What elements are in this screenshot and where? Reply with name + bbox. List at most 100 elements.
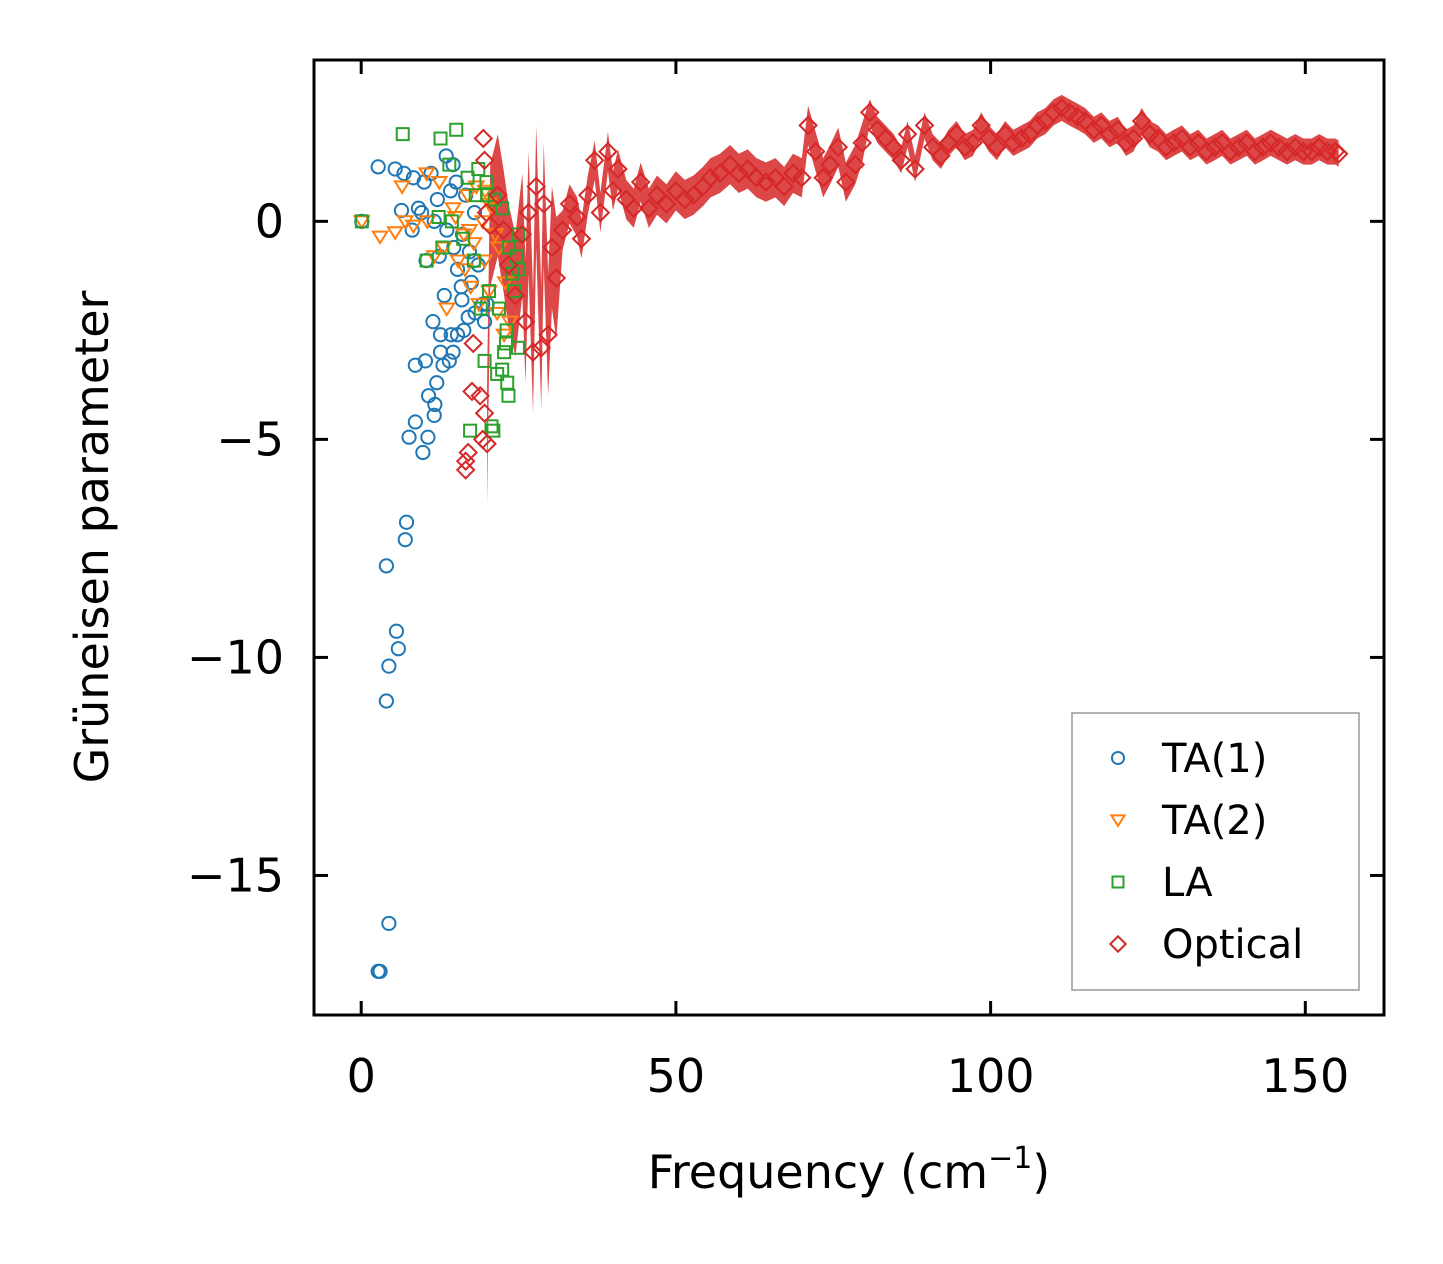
data-point [897, 124, 918, 144]
y-tick-label: −10 [187, 630, 284, 684]
data-point [477, 433, 497, 454]
legend-marker [1109, 814, 1127, 828]
data-point [546, 268, 567, 288]
data-point [437, 302, 456, 317]
data-point [460, 170, 475, 185]
data-point [1027, 115, 1048, 136]
data-point [1084, 119, 1104, 140]
legend-label: Optical [1162, 922, 1303, 968]
data-point [1245, 141, 1265, 162]
y-tick-label: −15 [187, 848, 284, 902]
data-point [746, 167, 767, 188]
x-tick-label: 100 [947, 1049, 1035, 1103]
y-axis-label: Grüneisen parameter [65, 290, 119, 783]
data-point [500, 375, 515, 390]
data-point [571, 228, 592, 249]
legend-marker [1110, 750, 1126, 766]
data-point [397, 532, 413, 548]
data-point [404, 222, 420, 238]
legend: TA(1) TA(2) LA Optical [1071, 712, 1360, 991]
data-point [1131, 111, 1152, 131]
data-point [395, 127, 410, 142]
data-point [845, 154, 866, 175]
data-point [493, 220, 514, 240]
data-point [461, 280, 480, 296]
data-point [1011, 128, 1032, 149]
x-tick-label: 150 [1261, 1049, 1349, 1103]
data-point [444, 202, 463, 217]
data-point [393, 202, 410, 219]
legend-entry: TA(1) [1110, 736, 1267, 782]
data-point [783, 163, 803, 184]
data-point [756, 172, 776, 192]
data-point [836, 172, 856, 192]
data-point [526, 176, 546, 197]
data-point [542, 237, 562, 258]
x-axis-label: Frequency (cm−1) [648, 1141, 1051, 1199]
data-point [495, 362, 510, 377]
data-point [1293, 141, 1314, 162]
data-point [432, 327, 449, 343]
data-point [474, 150, 495, 171]
data-point [492, 301, 507, 316]
plot-frame [312, 58, 1386, 1017]
data-point [460, 224, 479, 239]
data-point [354, 214, 369, 229]
data-point [448, 174, 464, 190]
data-point [393, 180, 412, 195]
x-tick-labels: 0 50 100 150 [347, 1049, 1350, 1103]
data-point [470, 385, 490, 406]
data-point [931, 146, 951, 166]
data-point [466, 205, 483, 221]
data-point [891, 150, 912, 171]
legend-label: TA(1) [1161, 736, 1267, 782]
data-point [674, 189, 695, 210]
data-point [828, 137, 849, 158]
data-point [417, 167, 436, 182]
data-point [396, 165, 412, 181]
data-point [420, 429, 436, 445]
data-point [813, 167, 834, 188]
data-point [954, 137, 975, 158]
data-point [1107, 119, 1128, 140]
data-point [425, 250, 444, 265]
data-point [656, 194, 677, 214]
data-point [453, 279, 469, 295]
data-point [710, 163, 730, 184]
data-point [455, 460, 476, 480]
data-point [510, 340, 525, 355]
data-point [458, 189, 477, 204]
data-point [429, 375, 445, 391]
data-point [378, 693, 394, 709]
data-point [505, 266, 520, 281]
data-point [419, 253, 434, 268]
chart-marks [352, 98, 1349, 979]
data-point [426, 407, 442, 423]
data-point [404, 219, 423, 235]
data-point [371, 230, 390, 245]
data-point [603, 181, 623, 201]
y-tick-labels: 0 −5 −10 −15 [187, 194, 284, 902]
data-point [464, 237, 483, 252]
data-point [729, 163, 749, 184]
data-point [700, 167, 721, 188]
data-point [444, 214, 459, 229]
data-point [623, 198, 644, 219]
legend-label: LA [1162, 860, 1213, 906]
data-point [445, 157, 461, 173]
x-tick-label: 0 [347, 1049, 376, 1103]
data-point [390, 641, 406, 657]
data-point [805, 141, 826, 162]
data-point [1163, 133, 1184, 153]
data-point [971, 115, 991, 136]
data-point [456, 231, 471, 246]
data-point [487, 185, 508, 205]
data-point [798, 115, 818, 136]
data-point [501, 388, 516, 403]
data-point [791, 167, 812, 188]
data-point [429, 191, 445, 208]
data-point [774, 176, 794, 197]
data-point [1116, 133, 1136, 153]
data-point [446, 210, 465, 226]
